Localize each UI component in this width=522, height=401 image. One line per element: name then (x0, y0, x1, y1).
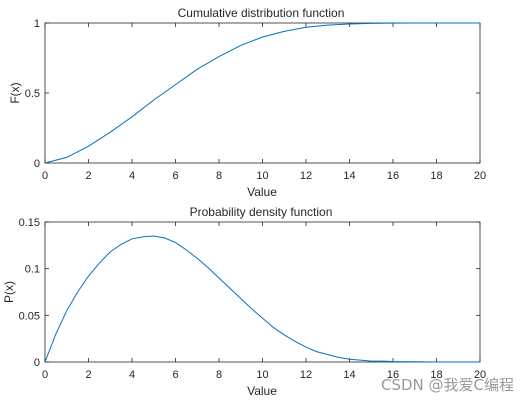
cdf-x-tick-label: 10 (256, 170, 268, 182)
cdf-y-tick-label: 0.5 (25, 88, 40, 100)
pdf-y-tick-label: 0.15 (19, 217, 40, 229)
cdf-x-tick-label: 18 (430, 170, 442, 182)
pdf-series-line (44, 235, 480, 363)
pdf-x-tick-label: 14 (343, 369, 355, 381)
pdf-x-axis-label: Value (247, 384, 277, 398)
pdf-x-tick-label: 20 (474, 369, 486, 381)
cdf-x-tick-label: 16 (387, 170, 399, 182)
pdf-x-tick-label: 10 (256, 369, 268, 381)
pdf-chart: Probability density function 0 0.05 0.1 0.1… (2, 205, 486, 398)
cdf-x-tick-label: 20 (474, 170, 486, 182)
pdf-x-tick-label: 6 (172, 369, 178, 381)
cdf-x-axis-label: Value (247, 185, 277, 199)
pdf-x-tick-label: 12 (300, 369, 312, 381)
pdf-x-tick-label: 0 (42, 369, 48, 381)
cdf-y-tick-label: 0 (34, 158, 40, 170)
pdf-y-tick-label: 0.05 (19, 310, 40, 322)
watermark-text: CSDN @我爱C编程 (380, 376, 514, 394)
cdf-x-tick-label: 14 (343, 170, 355, 182)
pdf-y-tick-label: 0.1 (25, 264, 40, 276)
cdf-x-tick-label: 8 (216, 170, 222, 182)
cdf-series-line (44, 22, 480, 164)
cdf-x-tick-label: 12 (300, 170, 312, 182)
cdf-y-axis-label: F(x) (8, 82, 22, 103)
cdf-x-tick-label: 6 (172, 170, 178, 182)
pdf-y-ticks: 0 0.05 0.1 0.15 (19, 217, 480, 369)
cdf-plot-area (44, 22, 481, 164)
cdf-x-ticks: 0 2 4 6 8 10 12 14 16 18 20 (42, 23, 486, 182)
pdf-x-tick-label: 4 (129, 369, 135, 381)
pdf-x-ticks: 0 2 4 6 8 10 12 14 16 18 20 (42, 222, 486, 381)
pdf-x-tick-label: 2 (85, 369, 91, 381)
cdf-x-tick-label: 2 (85, 170, 91, 182)
cdf-chart: Cumulative distribution function 00.51 0… (8, 6, 486, 199)
pdf-chart-title: Probability density function (190, 205, 333, 219)
pdf-x-tick-label: 18 (430, 369, 442, 381)
pdf-y-axis-label: P(x) (2, 281, 16, 303)
cdf-y-tick-label: 1 (34, 18, 40, 30)
pdf-plot-area (44, 221, 481, 363)
pdf-x-tick-label: 16 (387, 369, 399, 381)
cdf-x-tick-label: 4 (129, 170, 135, 182)
pdf-y-tick-label: 0 (34, 357, 40, 369)
cdf-chart-title: Cumulative distribution function (178, 6, 345, 20)
cdf-x-tick-label: 0 (42, 170, 48, 182)
cdf-y-ticks: 00.51 (25, 18, 480, 170)
pdf-x-tick-label: 8 (216, 369, 222, 381)
